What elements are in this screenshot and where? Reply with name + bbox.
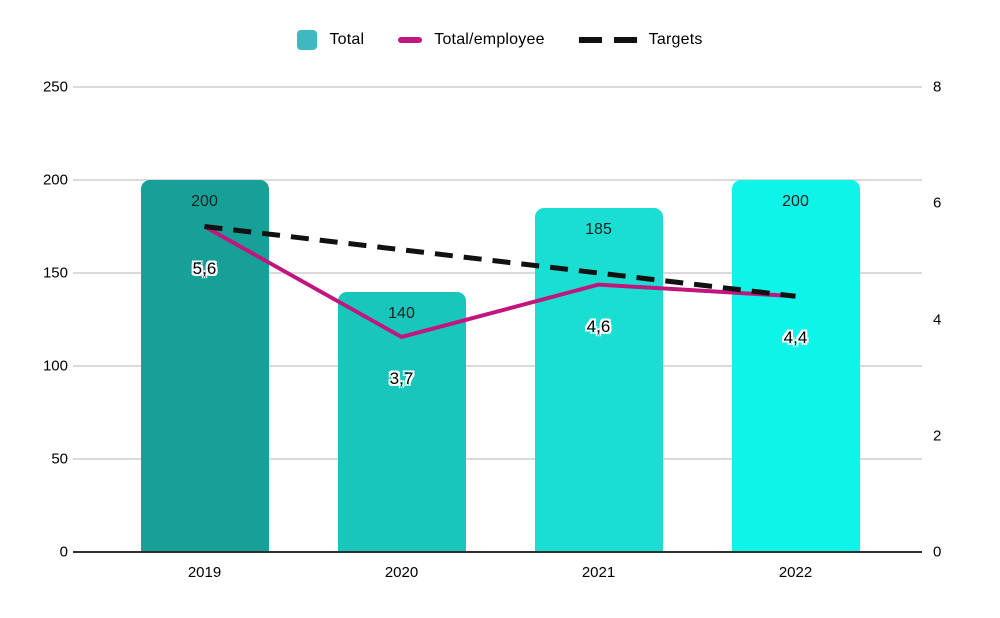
left-axis-tick-label: 100 [42, 357, 68, 375]
gridline [73, 458, 922, 460]
dashed-series-swatch-icon [578, 37, 637, 43]
bar-value-label: 140 [388, 304, 415, 322]
bar-value-label: 200 [191, 193, 218, 210]
bar-2019 [140, 180, 269, 552]
right-axis-tick-label: 4 [933, 311, 942, 328]
x-axis-category-label: 2019 [187, 564, 222, 581]
chart-legend: Total Total/employee Targets [0, 30, 1000, 50]
gridline [73, 86, 922, 88]
line-series-swatch-icon [398, 37, 423, 43]
total-per-employee-line [203, 224, 796, 340]
x-axis-category-label: 2022 [778, 564, 813, 581]
left-axis-tick-label: 50 [51, 450, 68, 468]
bar-series-swatch-icon [297, 30, 318, 50]
x-axis-category-label: 2021 [581, 564, 616, 581]
bar-2022 [731, 180, 860, 552]
left-axis-tick-label: 0 [59, 543, 68, 561]
legend-item-total: Total [297, 30, 364, 50]
x-axis-line [73, 551, 922, 553]
right-axis-tick-label: 0 [933, 543, 942, 561]
legend-label-total: Total [329, 31, 365, 48]
line-value-label: 4,4 [783, 328, 808, 348]
legend-item-targets: Targets [578, 31, 703, 49]
line-value-label: 4,6 [586, 316, 611, 336]
bar-2020 [337, 291, 466, 552]
targets-dashed-line [204, 224, 796, 299]
gridline [73, 179, 922, 181]
left-axis-tick-label: 200 [42, 171, 68, 189]
legend-label-total-employee: Total/employee [434, 31, 545, 48]
left-axis-tick-label: 250 [42, 78, 68, 96]
right-axis-tick-label: 6 [933, 194, 942, 212]
line-value-label: 5,6 [192, 258, 217, 278]
bar-value-label: 200 [782, 193, 809, 210]
left-axis-tick-label: 150 [42, 264, 68, 282]
legend-label-targets: Targets [648, 31, 703, 48]
right-axis-tick-label: 2 [933, 427, 942, 445]
legend-item-total-employee: Total/employee [398, 31, 544, 49]
bar-2021 [534, 207, 663, 552]
right-axis-tick-label: 8 [933, 78, 942, 96]
x-axis-category-label: 2020 [384, 564, 419, 581]
bar-value-label: 185 [585, 220, 612, 238]
line-value-label: 3,7 [389, 368, 414, 388]
gridline [73, 365, 922, 367]
